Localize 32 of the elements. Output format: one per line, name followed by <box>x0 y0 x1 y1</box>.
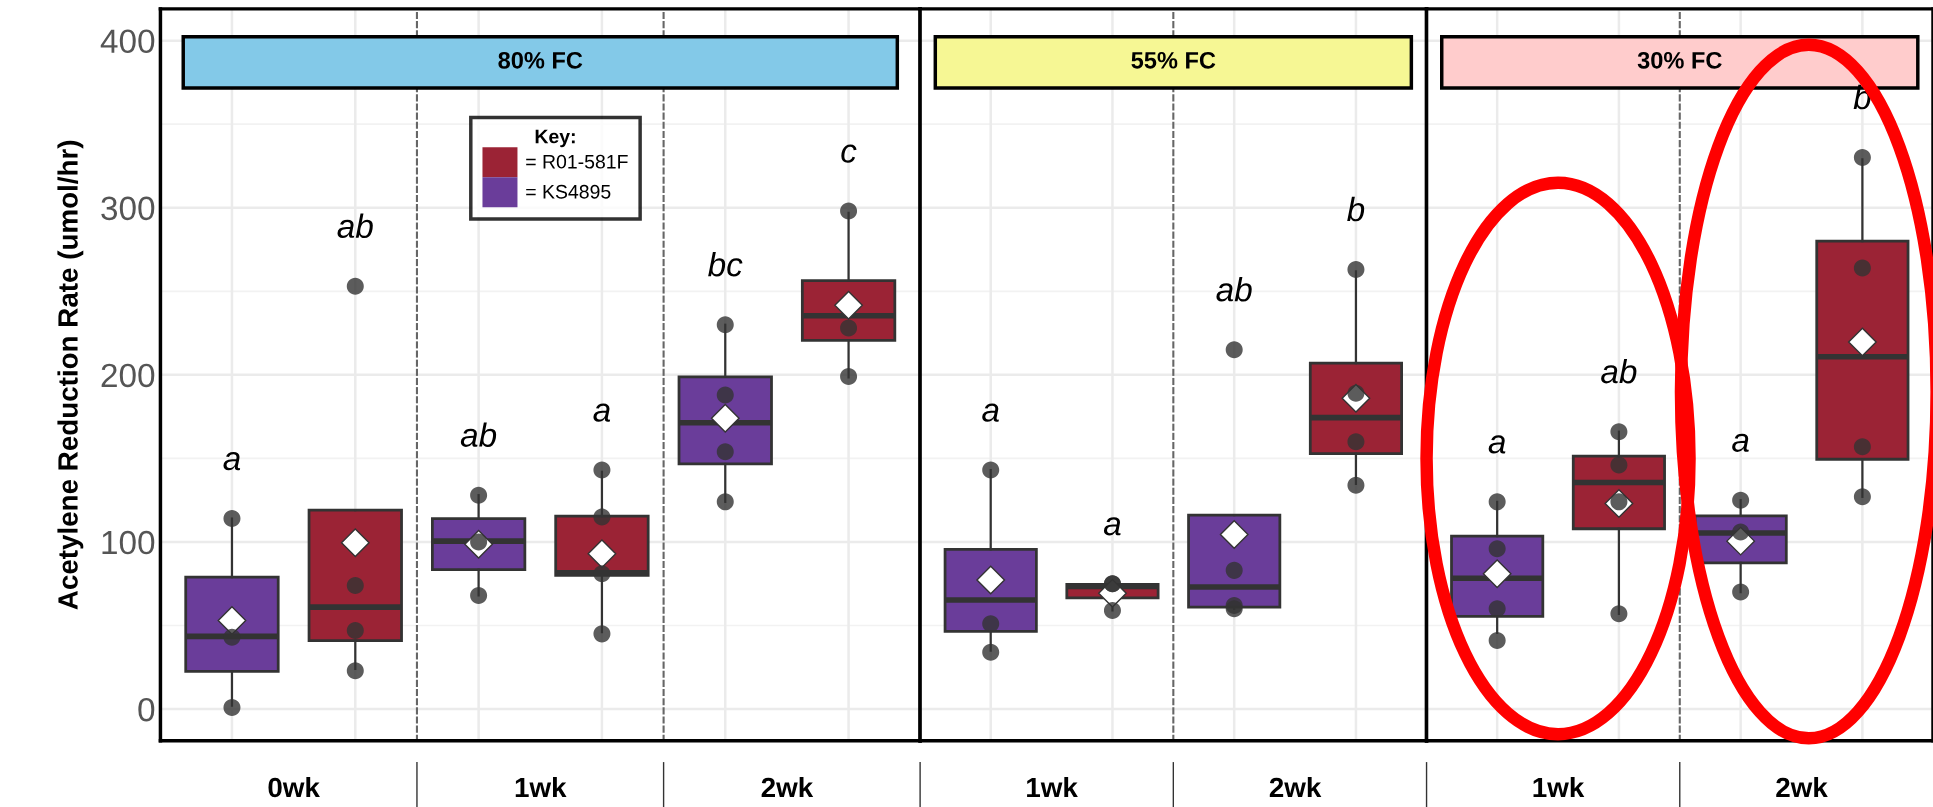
x-tick-label: 2wk <box>761 776 814 798</box>
x-tick-label: 2wk <box>1269 776 1322 798</box>
y-tick-label: 0 <box>138 697 155 722</box>
annotation: a <box>1103 517 1121 536</box>
annotation: ab <box>460 422 497 447</box>
x-tick-label: 1wk <box>1027 776 1078 798</box>
y-tick-label: 100 <box>102 530 155 555</box>
text: 80% FC <box>498 51 583 69</box>
y-tick-label: 300 <box>101 196 155 221</box>
y-tick-label: 200 <box>101 363 155 388</box>
x-tick-label: 1wk <box>515 776 567 798</box>
annotation: a <box>223 452 241 471</box>
annotation: a <box>1488 435 1506 454</box>
annotation: ab <box>1216 277 1252 302</box>
annotation: a <box>593 403 611 422</box>
legend-label: = R01-581F <box>526 154 628 169</box>
text: 55% FC <box>1131 51 1216 69</box>
annotation: ab <box>337 213 373 239</box>
x-tick-label: 0wk <box>268 776 320 798</box>
y-axis-title: Acetylene Reduction Rate (umol/hr) <box>57 140 84 610</box>
legend-label: = KS4895 <box>526 184 611 199</box>
x-tick-label: 2wk <box>1776 776 1828 798</box>
legend-title: Key: <box>535 129 575 148</box>
y-tick-label: 400 <box>100 29 155 54</box>
annotation: c <box>841 144 857 163</box>
text: 30% FC <box>1637 51 1722 69</box>
x-tick-label: 1wk <box>1533 776 1585 798</box>
annotation: a <box>1732 433 1749 452</box>
annotation: b <box>1347 196 1365 222</box>
annotation: bc <box>708 251 743 277</box>
annotation: ab <box>1601 358 1637 384</box>
annotation: a <box>982 403 999 422</box>
